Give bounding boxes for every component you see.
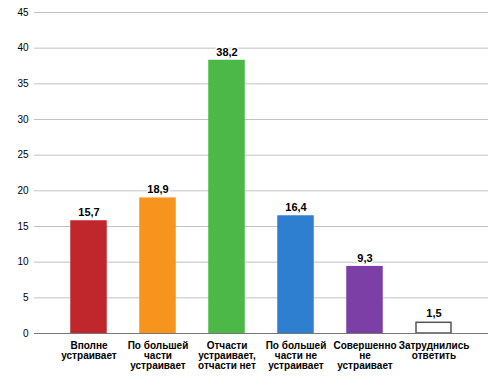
- svg-text:Вполнеустраивает: Вполнеустраивает: [61, 340, 117, 361]
- svg-text:По большейчасти неустраивает: По большейчасти неустраивает: [266, 340, 327, 371]
- svg-text:15: 15: [17, 221, 29, 232]
- svg-text:10: 10: [17, 256, 29, 267]
- svg-text:1,5: 1,5: [426, 307, 441, 319]
- svg-text:Совершеннонеустраивает: Совершеннонеустраивает: [333, 340, 396, 371]
- svg-text:18,9: 18,9: [147, 183, 168, 195]
- svg-text:38,2: 38,2: [216, 46, 237, 58]
- svg-text:30: 30: [17, 114, 29, 125]
- svg-text:5: 5: [23, 292, 29, 303]
- svg-text:45: 45: [17, 7, 29, 18]
- svg-text:Отчастиустраивает,отчасти нет: Отчастиустраивает,отчасти нет: [198, 340, 256, 371]
- svg-text:40: 40: [17, 42, 29, 53]
- svg-text:15,7: 15,7: [78, 206, 99, 218]
- svg-text:20: 20: [17, 185, 29, 196]
- svg-text:35: 35: [17, 78, 29, 89]
- svg-text:Затруднилисьответить: Затруднилисьответить: [399, 340, 470, 361]
- svg-text:9,3: 9,3: [357, 252, 372, 264]
- svg-text:16,4: 16,4: [285, 201, 307, 213]
- svg-text:25: 25: [17, 149, 29, 160]
- svg-text:0: 0: [23, 328, 29, 339]
- svg-text:По большейчастиустраивает: По большейчастиустраивает: [128, 340, 189, 371]
